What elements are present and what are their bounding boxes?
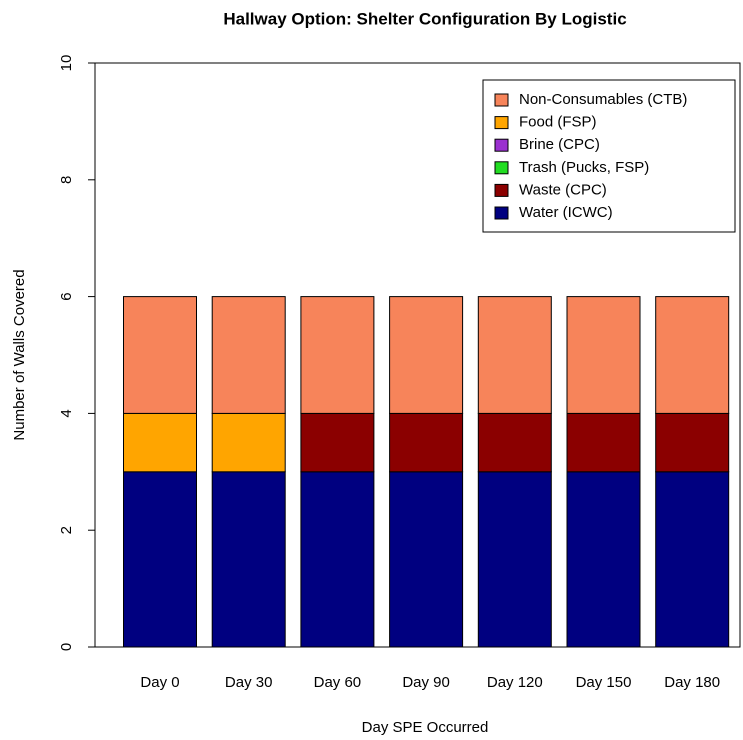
y-tick-label: 4 xyxy=(58,409,75,417)
legend-label: Water (ICWC) xyxy=(519,204,613,221)
bar-segment xyxy=(211,412,286,473)
bar-segment xyxy=(123,471,197,648)
x-tick-label: Day 150 xyxy=(576,674,632,691)
x-axis-label: Day SPE Occurred xyxy=(362,719,489,736)
x-tick-label: Day 120 xyxy=(487,674,543,691)
bar-segment xyxy=(566,296,641,414)
bar-segment xyxy=(477,296,552,414)
legend-label: Trash (Pucks, FSP) xyxy=(519,159,649,176)
legend-swatch xyxy=(494,161,509,175)
y-tick-label: 2 xyxy=(58,526,75,534)
bar-segment xyxy=(123,296,197,414)
bar-segment xyxy=(389,412,464,473)
x-tick-label: Day 90 xyxy=(402,674,450,691)
legend-label: Brine (CPC) xyxy=(519,136,600,153)
legend-label: Food (FSP) xyxy=(519,114,597,131)
y-tick-label: 6 xyxy=(58,292,75,300)
legend-swatch xyxy=(494,93,509,107)
legend-swatch xyxy=(494,138,509,152)
legend-box xyxy=(482,79,736,233)
bar-segment xyxy=(211,471,286,648)
bar-segment xyxy=(477,412,552,473)
y-tick-label: 8 xyxy=(58,176,75,184)
legend-swatch xyxy=(494,183,509,197)
x-tick-label: Day 0 xyxy=(140,674,179,691)
bar-segment xyxy=(300,296,375,414)
bar-segment xyxy=(655,296,730,414)
x-tick-label: Day 60 xyxy=(314,674,362,691)
bar-segment xyxy=(389,471,464,648)
bar-segment xyxy=(566,412,641,473)
x-tick-label: Day 180 xyxy=(664,674,720,691)
bar-segment xyxy=(300,412,375,473)
bar-segment xyxy=(566,471,641,648)
bar-segment xyxy=(655,412,730,473)
y-tick-label: 10 xyxy=(58,55,75,72)
bar-segment xyxy=(211,296,286,414)
legend-label: Non-Consumables (CTB) xyxy=(519,91,687,108)
legend-swatch xyxy=(494,206,509,220)
y-axis-label: Number of Walls Covered xyxy=(11,269,28,440)
legend-swatch xyxy=(494,116,509,130)
bar-segment xyxy=(123,412,197,473)
bar-segment xyxy=(477,471,552,648)
legend-label: Waste (CPC) xyxy=(519,181,607,198)
y-tick-label: 0 xyxy=(58,643,75,651)
x-tick-label: Day 30 xyxy=(225,674,273,691)
bar-segment xyxy=(389,296,464,414)
bar-segment xyxy=(300,471,375,648)
bar-segment xyxy=(655,471,730,648)
chart-title: Hallway Option: Shelter Configuration By… xyxy=(223,9,626,28)
